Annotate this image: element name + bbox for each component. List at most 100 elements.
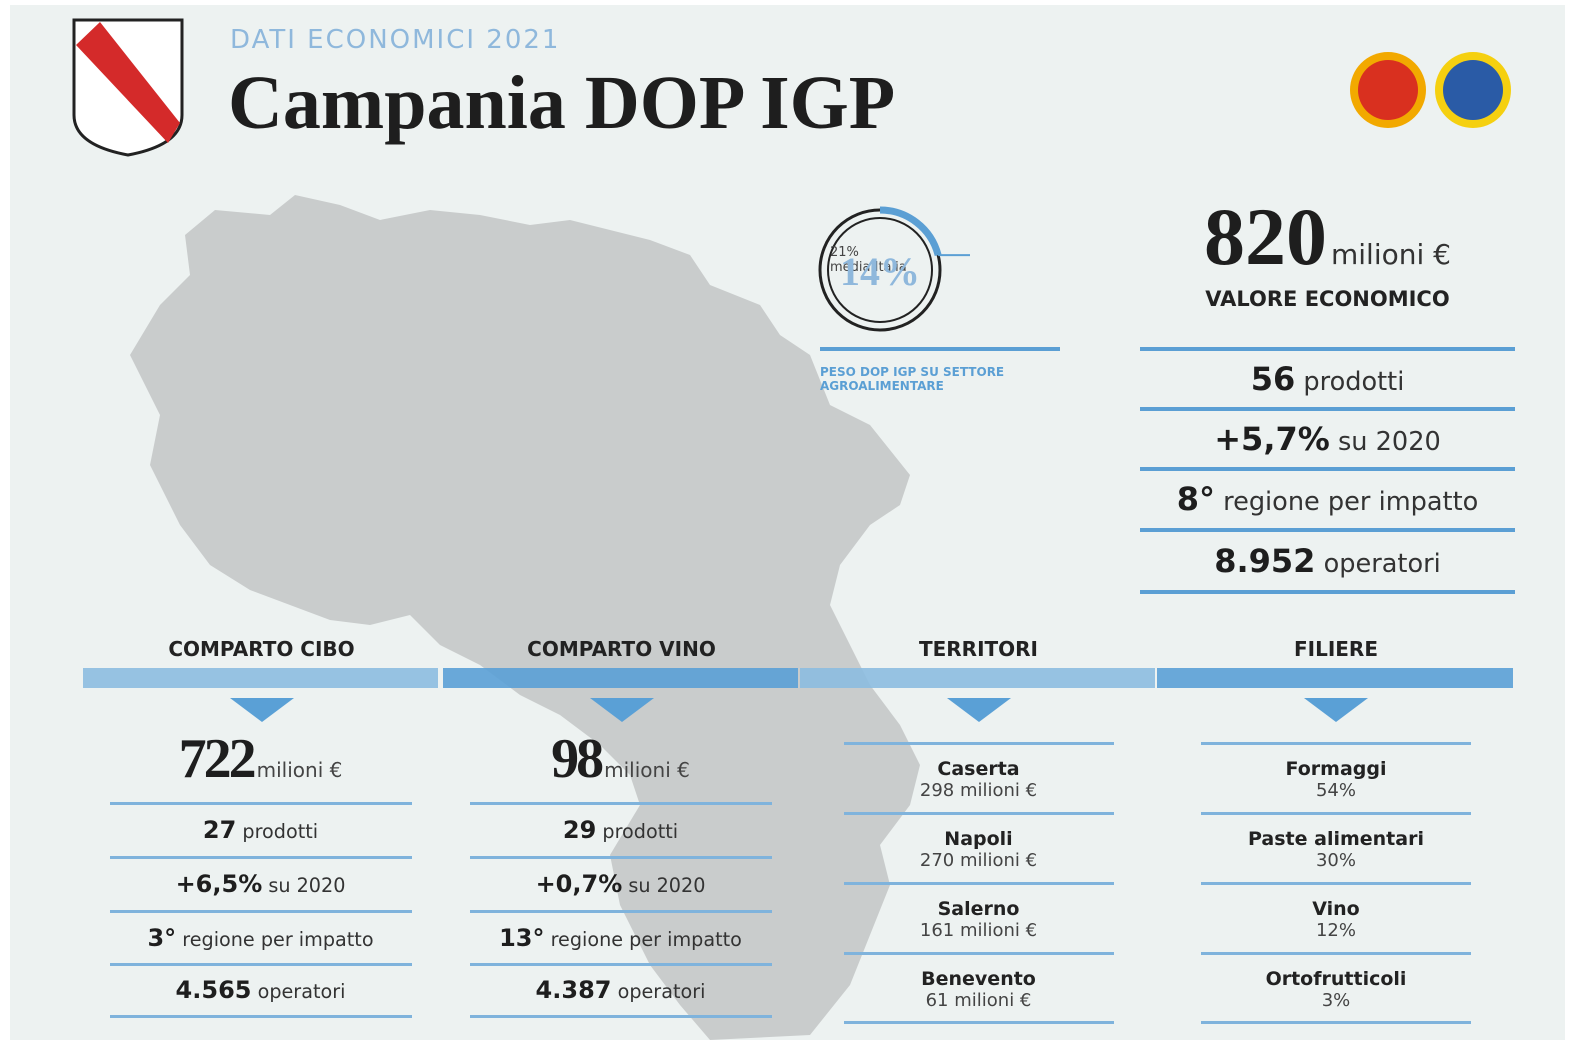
divider	[109, 963, 412, 966]
divider	[843, 742, 1114, 745]
list-item: Formaggi 54%	[1201, 758, 1471, 802]
divider	[843, 882, 1114, 885]
stat-value: 29	[562, 816, 597, 844]
divider	[1201, 742, 1471, 745]
igp-seal	[1435, 52, 1511, 128]
gauge-caption: PESO DOP IGP SU SETTORE AGROALIMENTARE	[820, 365, 1005, 393]
stat-value: 3°	[147, 924, 177, 952]
item-detail: 298 milioni €	[919, 780, 1038, 801]
divider	[469, 856, 772, 859]
stat-value: +5,7%	[1214, 420, 1330, 458]
stat-text: su 2020	[628, 874, 706, 897]
divider	[843, 812, 1114, 815]
divider	[109, 1015, 412, 1018]
list-item: Vino 12%	[1201, 899, 1471, 942]
background-art	[72, 18, 1511, 1040]
stat-value: 8°	[1176, 480, 1215, 518]
stat-text: operatori	[1323, 549, 1441, 579]
column-bar	[443, 668, 798, 688]
subtitle: DATI ECONOMICI 2021	[230, 25, 561, 55]
column-title: FILIERE	[1293, 637, 1378, 661]
column-arrow	[589, 698, 654, 722]
stat-text: regione per impatto	[1223, 487, 1479, 517]
stat-value: +0,7%	[535, 870, 623, 898]
divider	[1201, 882, 1471, 885]
list-item: Salerno 161 milioni €	[844, 898, 1114, 942]
item-name: Benevento	[921, 968, 1036, 990]
value: 722	[178, 728, 257, 790]
stat-row: 27 prodotti	[110, 805, 412, 856]
column-title: COMPARTO VINO	[527, 637, 716, 661]
divider	[1140, 467, 1515, 471]
divider	[109, 856, 412, 859]
total-label: VALORE ECONOMICO	[1205, 287, 1450, 311]
divider	[843, 1021, 1114, 1024]
average-arc	[879, 206, 942, 257]
item-detail: 30%	[1315, 850, 1356, 871]
divider	[109, 910, 412, 913]
item-name: Formaggi	[1285, 758, 1387, 780]
column-value: 98 milioni €	[470, 727, 772, 791]
average-label: 21%	[830, 245, 859, 260]
item-detail: 54%	[1315, 780, 1356, 801]
divider	[469, 910, 772, 913]
stat-value: 4.387	[535, 976, 612, 1004]
stat-value: 27	[202, 816, 237, 844]
value: 98	[551, 728, 604, 790]
stat-row: 8.952 operatori	[1140, 532, 1515, 590]
gauge-label: 14%	[840, 249, 920, 294]
stat-row: 56 prodotti	[1140, 351, 1515, 407]
item-detail: 3%	[1321, 990, 1351, 1011]
divider	[469, 1015, 772, 1018]
value: 820	[1204, 191, 1327, 282]
stat-value: 4.565	[175, 976, 252, 1004]
stat-row: 4.387 operatori	[470, 966, 772, 1015]
column-title: COMPARTO CIBO	[168, 637, 355, 661]
divider	[1201, 1021, 1471, 1024]
stat-text: su 2020	[1337, 427, 1441, 457]
unit: milioni €	[604, 758, 690, 782]
unit: milioni €	[1331, 238, 1451, 271]
region-map	[130, 195, 920, 1040]
stat-text: prodotti	[1303, 367, 1405, 397]
item-name: Paste alimentari	[1248, 828, 1424, 850]
column-arrow	[946, 698, 1011, 722]
column-bar	[800, 668, 1155, 688]
stat-value: 56	[1250, 360, 1296, 398]
list-item: Napoli 270 milioni €	[844, 828, 1114, 872]
divider	[109, 802, 412, 805]
stat-value: +6,5%	[175, 870, 263, 898]
item-name: Salerno	[937, 898, 1020, 920]
stat-row: 29 prodotti	[470, 805, 772, 856]
list-item: Benevento 61 milioni €	[844, 968, 1114, 1012]
divider	[1140, 590, 1515, 594]
list-item: Ortofrutticoli 3%	[1201, 968, 1471, 1012]
column-arrow	[1304, 698, 1368, 722]
list-item: Caserta 298 milioni €	[844, 759, 1114, 802]
item-name: Napoli	[944, 828, 1013, 850]
stat-text: prodotti	[602, 820, 679, 843]
stat-row: 8° regione per impatto	[1140, 471, 1515, 528]
stat-text: operatori	[257, 980, 346, 1003]
stat-value: 13°	[499, 924, 545, 952]
column-value: 722 milioni €	[110, 727, 412, 791]
column-title: TERRITORI	[918, 637, 1039, 661]
gauge	[818, 206, 970, 332]
stat-row: +0,7% su 2020	[470, 859, 772, 910]
item-name: Ortofrutticoli	[1265, 968, 1407, 990]
item-detail: 61 milioni €	[925, 990, 1032, 1011]
gauge-average: 21% media Italia	[830, 245, 907, 275]
divider	[1140, 528, 1515, 532]
title: Campania DOP IGP	[228, 61, 896, 145]
column-arrow	[229, 698, 294, 722]
stat-row: 3° regione per impatto	[110, 913, 412, 963]
column-bar	[1157, 668, 1513, 688]
item-detail: 161 milioni €	[919, 920, 1038, 941]
infographic: DATI ECONOMICI 2021 Campania DOP IGP 21%…	[10, 5, 1565, 1040]
stat-text: regione per impatto	[182, 928, 374, 951]
stat-text: prodotti	[242, 820, 319, 843]
stat-row: 4.565 operatori	[110, 966, 412, 1015]
dop-seal	[1350, 52, 1426, 128]
total-value: 820 milioni €	[1140, 190, 1515, 284]
divider	[820, 347, 1060, 351]
